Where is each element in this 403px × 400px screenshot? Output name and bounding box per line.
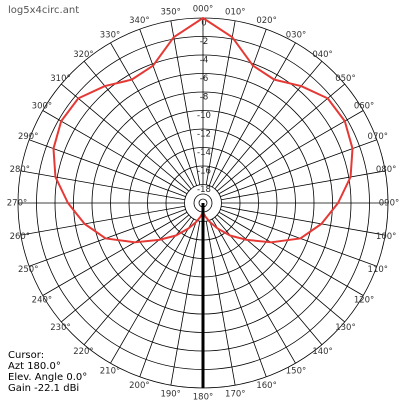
angle-label: 230° — [50, 323, 70, 333]
spoke — [139, 220, 198, 377]
angle-label: 170° — [225, 390, 245, 400]
angle-label: 160° — [256, 381, 276, 391]
angle-label: 130° — [335, 323, 355, 333]
spoke — [29, 139, 186, 198]
angle-label: 260° — [10, 232, 30, 242]
ring-label: -16 — [197, 167, 211, 177]
spoke — [208, 220, 267, 377]
ring-label: -4 — [200, 56, 208, 66]
ring-label: -12 — [197, 130, 211, 140]
angle-label: 020° — [256, 16, 276, 26]
spoke — [218, 211, 364, 296]
angle-label: 190° — [160, 390, 180, 400]
spoke — [205, 20, 236, 185]
angle-label: 180° — [193, 393, 213, 400]
angle-label: 010° — [225, 7, 245, 17]
angle-label: 300° — [32, 102, 52, 112]
chart-title: log5x4circ.ant — [8, 5, 79, 16]
spoke — [221, 170, 386, 201]
cursor-azimuth: Azt 180.0° — [8, 361, 61, 372]
angle-label: 340° — [129, 16, 149, 26]
angle-label: 270° — [7, 199, 27, 209]
spoke — [83, 61, 192, 190]
angle-label: 070° — [368, 132, 388, 142]
angle-label: 080° — [376, 165, 396, 175]
cursor-gain: Gain -22.1 dBi — [8, 383, 79, 394]
spoke — [110, 42, 195, 188]
angle-label: 040° — [312, 50, 332, 60]
spoke — [83, 216, 192, 345]
ring-label: -14 — [197, 148, 211, 158]
ring-label: -2 — [200, 37, 208, 47]
angle-label: 200° — [129, 381, 149, 391]
angle-label: 240° — [32, 296, 52, 306]
angle-label: 100° — [376, 232, 396, 242]
spoke — [20, 205, 185, 236]
spoke — [205, 221, 236, 386]
ring-label: -18 — [197, 185, 211, 195]
angle-label: 060° — [354, 102, 374, 112]
spoke — [61, 83, 190, 192]
spoke — [42, 211, 188, 296]
spoke — [216, 214, 345, 323]
spoke — [139, 29, 198, 186]
angle-label: 030° — [286, 30, 306, 40]
angle-label: 210° — [100, 367, 120, 377]
spoke — [20, 170, 185, 201]
angle-label: 330° — [100, 30, 120, 40]
spoke — [220, 139, 377, 198]
spoke — [110, 218, 195, 364]
angle-label: 050° — [335, 74, 355, 84]
cursor-label: Cursor: — [8, 350, 44, 361]
angle-label: 320° — [73, 50, 93, 60]
angle-label: 220° — [73, 347, 93, 357]
spoke — [218, 110, 364, 195]
angle-label: 350° — [160, 7, 180, 17]
spoke — [42, 110, 188, 195]
ring-label: -10 — [197, 111, 211, 121]
spoke — [170, 221, 201, 386]
spoke — [214, 61, 323, 190]
angle-label: 250° — [18, 265, 38, 275]
spoke — [221, 205, 386, 236]
ring-label: -6 — [200, 74, 208, 84]
angle-label: 000° — [193, 5, 213, 15]
spoke — [208, 29, 267, 186]
spoke — [214, 216, 323, 345]
angle-label: 090° — [379, 199, 399, 209]
ring-label: 0 — [201, 19, 206, 29]
spoke — [211, 42, 296, 188]
angle-label: 110° — [368, 265, 388, 275]
spoke — [216, 83, 345, 192]
angle-label: 140° — [312, 347, 332, 357]
spoke — [170, 20, 201, 185]
spoke — [211, 218, 296, 364]
angle-label: 120° — [354, 296, 374, 306]
angle-label: 310° — [50, 74, 70, 84]
cursor-elevation: Elev. Angle 0.0° — [8, 372, 87, 383]
spoke — [61, 214, 190, 323]
angle-label: 150° — [286, 367, 306, 377]
ring-label: -8 — [200, 93, 208, 103]
angle-label: 280° — [10, 165, 30, 175]
angle-label: 290° — [18, 132, 38, 142]
